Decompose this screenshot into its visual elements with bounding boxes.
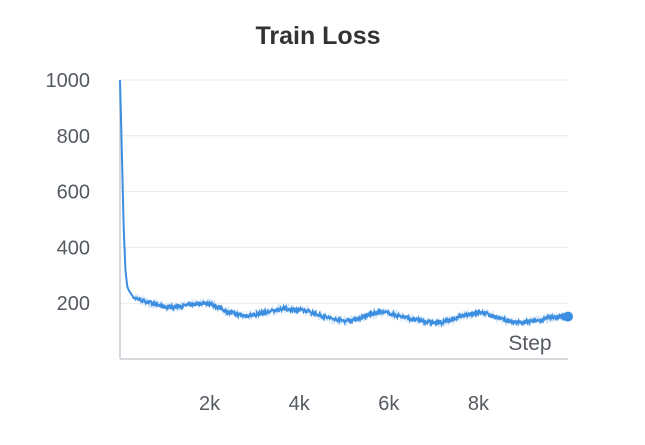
- loss-line-0: [119, 79, 569, 328]
- y-tick-label-0: 200: [57, 293, 90, 315]
- x-tick-label-3: 8k: [468, 393, 490, 415]
- grid-lines: [120, 79, 568, 304]
- y-tick-label-4: 1000: [46, 70, 91, 92]
- y-tick-label-1: 400: [57, 237, 90, 259]
- y-tick-label-2: 600: [57, 182, 90, 204]
- y-tick-label-3: 800: [57, 126, 90, 148]
- tick-labels: 200 400 600 800 1000 2k 4k 6k 8k: [46, 70, 490, 415]
- raw-loss-line-0: [119, 79, 569, 329]
- x-tick-label-1: 4k: [289, 393, 311, 415]
- x-axis-label: Step: [508, 332, 551, 355]
- chart-title: Train Loss: [255, 22, 380, 50]
- axes: [119, 80, 568, 360]
- series-layer: [119, 79, 573, 329]
- x-tick-label-2: 6k: [378, 393, 400, 415]
- series-end-marker: [563, 311, 573, 322]
- x-tick-label-0: 2k: [199, 393, 221, 415]
